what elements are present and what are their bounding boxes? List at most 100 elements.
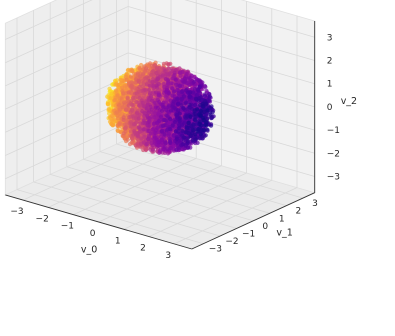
y-tick-label: 3 <box>312 199 318 209</box>
data-point <box>199 114 203 118</box>
data-point <box>170 105 174 109</box>
data-point <box>178 116 182 120</box>
data-point <box>146 137 150 141</box>
z-tick-label: −2 <box>327 149 340 159</box>
z-tick-label: −1 <box>327 126 340 136</box>
data-point <box>129 74 133 78</box>
data-point <box>107 87 111 91</box>
data-point <box>203 94 207 98</box>
data-point <box>150 107 154 111</box>
data-point <box>172 99 176 103</box>
data-point <box>120 85 124 89</box>
data-point <box>143 88 147 92</box>
data-point <box>113 98 117 102</box>
data-point <box>129 99 133 103</box>
data-point <box>187 95 191 99</box>
data-point <box>106 102 110 106</box>
data-point <box>141 101 145 105</box>
data-point <box>138 67 142 71</box>
data-point <box>128 142 132 146</box>
data-point <box>184 101 188 105</box>
data-point <box>124 125 128 129</box>
data-point <box>189 115 193 119</box>
data-point <box>175 141 179 145</box>
data-point <box>193 118 197 122</box>
data-point <box>174 83 178 87</box>
data-point <box>175 113 179 117</box>
data-point <box>142 118 146 122</box>
data-point <box>117 122 121 126</box>
data-point <box>142 127 146 131</box>
data-point <box>196 88 200 92</box>
data-point <box>164 113 168 117</box>
data-point <box>134 100 138 104</box>
data-point <box>174 78 178 82</box>
z-tick-label: 0 <box>327 103 333 113</box>
data-point <box>180 90 184 94</box>
data-point <box>198 103 202 107</box>
data-point <box>186 139 190 143</box>
z-tick-label: 2 <box>327 57 333 67</box>
data-point <box>137 125 141 129</box>
data-point <box>132 122 136 126</box>
data-point <box>156 140 160 144</box>
data-point <box>161 105 165 109</box>
data-point <box>149 94 153 98</box>
data-point <box>163 132 167 136</box>
x-tick-label: 3 <box>165 251 171 261</box>
data-point <box>187 76 191 80</box>
data-point <box>159 115 163 119</box>
data-point <box>182 80 186 84</box>
data-point <box>130 108 134 112</box>
data-point <box>110 122 114 126</box>
y-tick-label: −2 <box>225 237 238 247</box>
data-point <box>180 96 184 100</box>
data-point <box>145 106 149 110</box>
data-point <box>140 109 144 113</box>
data-point <box>191 138 195 142</box>
data-point <box>153 111 157 115</box>
data-point <box>205 128 209 132</box>
data-point <box>130 136 134 140</box>
data-point <box>168 127 172 131</box>
data-point <box>174 129 178 133</box>
data-point <box>198 122 202 126</box>
data-point <box>122 100 126 104</box>
data-point <box>176 101 180 105</box>
data-point <box>156 106 160 110</box>
data-point <box>155 66 159 70</box>
data-point <box>153 101 157 105</box>
data-point <box>186 91 190 95</box>
x-axis-label: v_0 <box>81 245 97 256</box>
data-point <box>192 109 196 113</box>
data-point <box>153 140 157 144</box>
data-point <box>116 116 120 120</box>
data-point <box>194 97 198 101</box>
z-tick-label: 3 <box>327 33 333 43</box>
data-point <box>167 62 171 66</box>
data-point <box>143 76 147 80</box>
data-point <box>165 128 169 132</box>
data-point <box>135 142 139 146</box>
data-point <box>178 71 182 75</box>
data-point <box>164 77 168 81</box>
data-point <box>186 121 190 125</box>
x-tick-label: 1 <box>115 236 121 246</box>
data-point <box>131 114 135 118</box>
data-point <box>137 85 141 89</box>
y-tick-label: 1 <box>279 214 285 224</box>
data-point <box>151 148 155 152</box>
data-point <box>149 73 153 77</box>
x-tick-label: 2 <box>140 244 146 254</box>
data-point <box>110 114 114 118</box>
data-point <box>157 100 161 104</box>
data-point <box>147 129 151 133</box>
data-point <box>126 96 130 100</box>
z-axis-label: v_2 <box>341 96 357 107</box>
data-point <box>173 120 177 124</box>
data-point <box>179 143 183 147</box>
data-point <box>171 124 175 128</box>
x-tick-label: −2 <box>36 214 49 224</box>
